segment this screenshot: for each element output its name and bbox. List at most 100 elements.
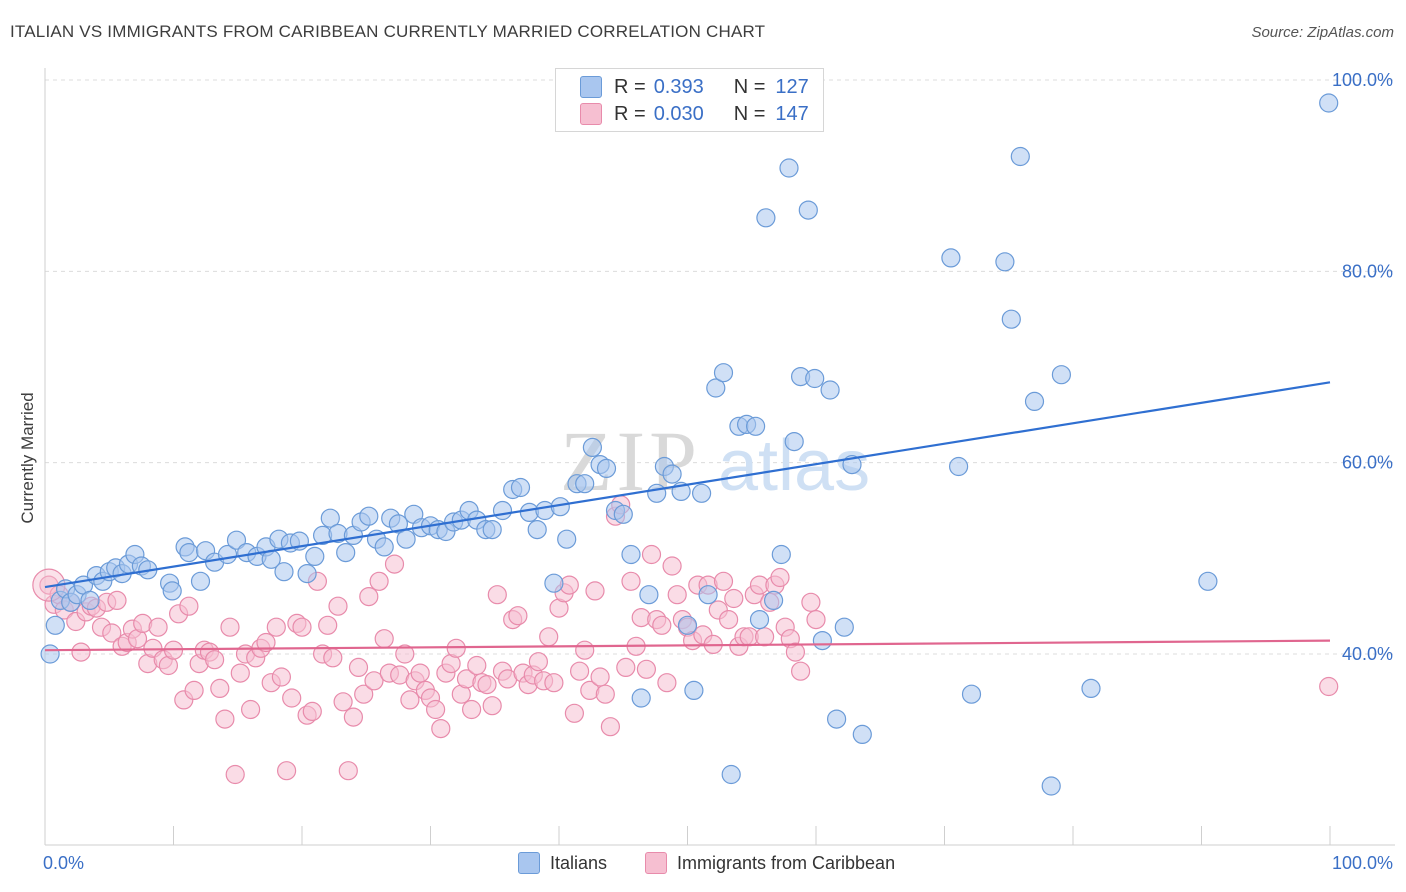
- caribbean-point: [266, 617, 286, 637]
- caribbean-point: [600, 717, 621, 737]
- caribbean-point: [210, 678, 230, 699]
- italian-point: [749, 609, 770, 630]
- italian-point: [763, 590, 784, 611]
- caribbean-point: [374, 629, 394, 649]
- caribbean-point: [621, 571, 641, 591]
- italian-point: [582, 437, 603, 457]
- italian-point: [721, 764, 741, 785]
- italian-point: [852, 724, 872, 745]
- caribbean-point: [410, 663, 430, 683]
- caribbean-point: [220, 617, 240, 637]
- stats-legend: R = 0.393 N = 127 R = 0.030 N = 147: [555, 68, 824, 132]
- caribbean-point: [241, 699, 261, 720]
- caribbean-point: [179, 596, 199, 616]
- caribbean-point: [277, 761, 297, 781]
- caribbean-point: [754, 627, 775, 647]
- italian-point: [826, 709, 847, 729]
- caribbean-point: [354, 684, 374, 704]
- n-label: N =: [733, 102, 766, 125]
- caribbean-point: [359, 586, 379, 607]
- caribbean-point: [770, 567, 790, 588]
- italian-point: [756, 208, 776, 228]
- caribbean-point: [462, 699, 482, 720]
- italian-point: [492, 500, 513, 521]
- caribbean-point: [790, 661, 811, 681]
- bottom-legend-italians: Italians: [518, 852, 607, 874]
- italian-point: [698, 585, 718, 605]
- italian-point: [162, 581, 182, 601]
- y-tick-label: 60.0%: [1342, 453, 1393, 473]
- caribbean-point: [102, 623, 122, 643]
- italian-point: [1198, 571, 1218, 591]
- r-label: R =: [614, 75, 646, 98]
- caribbean-point: [364, 671, 384, 691]
- caribbean-point: [400, 690, 420, 710]
- italian-point: [297, 563, 317, 584]
- caribbean-point: [595, 684, 615, 704]
- caribbean-point: [256, 632, 276, 653]
- trend-lines: [44, 381, 1331, 652]
- caribbean-point: [292, 617, 312, 637]
- caribbean-point: [662, 556, 682, 576]
- caribbean-point: [467, 655, 487, 676]
- caribbean-point: [148, 617, 168, 637]
- italian-point: [995, 252, 1015, 272]
- caribbean-point: [271, 667, 291, 687]
- italian-point: [805, 368, 825, 389]
- italian-point: [961, 684, 982, 704]
- italian-point: [1081, 678, 1101, 699]
- caribbean-point: [184, 680, 204, 701]
- italian-point: [812, 630, 833, 651]
- italian-point: [613, 504, 633, 524]
- caribbean-point: [1319, 676, 1339, 697]
- caribbean-point: [431, 718, 451, 739]
- italian-point: [388, 514, 408, 534]
- caribbean-legend-swatch: [645, 852, 667, 874]
- italian-point: [527, 519, 547, 540]
- caribbean-point: [508, 606, 528, 626]
- caribbean-point: [230, 663, 250, 683]
- bottom-legend-caribbean: Immigrants from Caribbean: [645, 852, 895, 874]
- legend-row-caribbean: R = 0.030 N = 147: [580, 102, 809, 126]
- italian-point: [80, 590, 100, 611]
- italian-point: [662, 464, 682, 484]
- r-value: 0.393: [653, 75, 704, 98]
- italian-point: [1010, 146, 1030, 167]
- italian-point: [179, 542, 199, 563]
- caribbean-point: [395, 644, 415, 664]
- italian-point: [336, 542, 356, 563]
- n-value: 127: [775, 75, 809, 98]
- italian-point: [274, 562, 294, 582]
- caribbean-point: [477, 674, 497, 695]
- italian-point: [691, 483, 712, 503]
- caribbean-point: [585, 581, 605, 601]
- caribbean-point: [785, 642, 806, 662]
- caribbean-point: [318, 615, 338, 635]
- caribbean-point: [641, 544, 662, 565]
- chart-title: ITALIAN VS IMMIGRANTS FROM CARIBBEAN CUR…: [10, 22, 766, 41]
- italian-point: [226, 530, 247, 550]
- caribbean-point: [369, 571, 389, 591]
- caribbean-point: [616, 657, 636, 678]
- italian-point: [575, 474, 595, 494]
- italian-point: [771, 544, 791, 565]
- caribbean-point: [575, 640, 595, 660]
- r-value: 0.030: [653, 102, 704, 125]
- italian-point: [784, 432, 804, 452]
- caribbean-legend-label: Immigrants from Caribbean: [677, 852, 896, 873]
- x-tick-label: 100.0%: [1332, 853, 1393, 873]
- r-label: R =: [614, 102, 646, 125]
- italian-point: [1051, 365, 1072, 385]
- caribbean-point: [801, 592, 821, 612]
- italian-point: [713, 363, 734, 383]
- n-value: 147: [775, 102, 809, 125]
- legend-row-italians: R = 0.393 N = 127: [580, 75, 809, 99]
- italian-point: [359, 506, 379, 526]
- caribbean-point: [482, 696, 502, 716]
- caribbean-point: [487, 585, 507, 605]
- italian-point: [941, 248, 961, 268]
- caribbean-point: [667, 585, 687, 605]
- caribbean-point: [215, 709, 235, 729]
- caribbean-point: [544, 673, 564, 693]
